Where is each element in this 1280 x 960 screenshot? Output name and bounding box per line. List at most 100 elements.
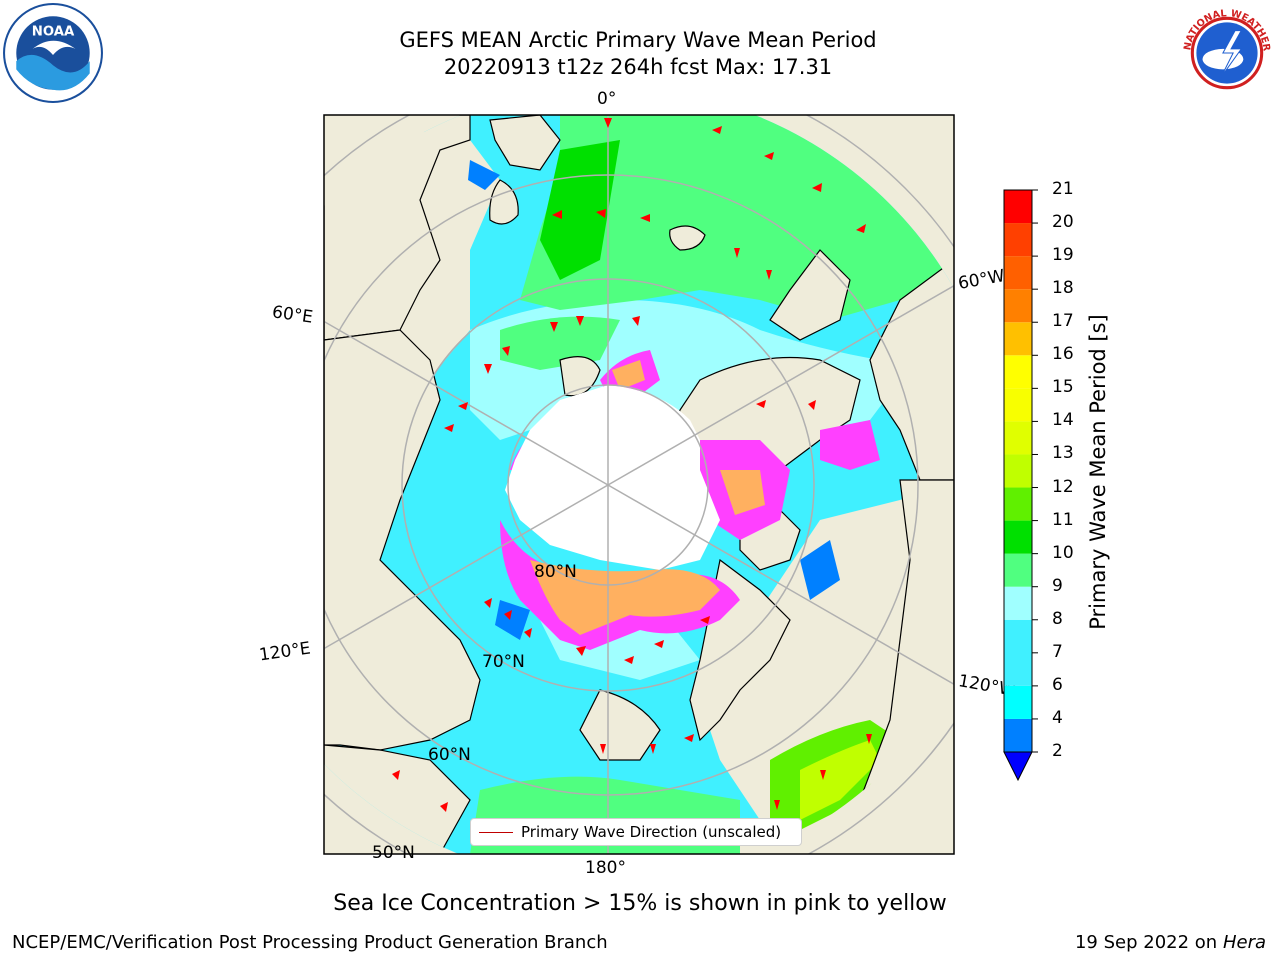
arrow <box>640 214 650 222</box>
colorbar-bin <box>1004 487 1032 521</box>
colorbar <box>1003 189 1038 782</box>
arrow <box>766 270 772 280</box>
arrow <box>756 400 766 408</box>
colorbar-tick-label: 13 <box>1052 443 1074 464</box>
sea-ice-note: Sea Ice Concentration > 15% is shown in … <box>333 891 947 916</box>
colorbar-bin <box>1004 619 1032 686</box>
colorbar-bin <box>1004 454 1032 488</box>
wave-period-field <box>324 115 954 854</box>
arrow <box>444 424 454 432</box>
colorbar-tick-label: 16 <box>1052 344 1074 365</box>
arrow <box>866 734 872 744</box>
arrow <box>808 400 816 410</box>
colorbar-tick-label: 11 <box>1052 509 1074 530</box>
region-9-10s <box>520 115 954 320</box>
arrow <box>600 744 606 754</box>
lat-label-60n: 60°N <box>428 745 471 765</box>
wave-direction-arrows <box>392 118 872 812</box>
colorbar-bin <box>1004 355 1032 389</box>
colorbar-label: Primary Wave Mean Period [s] <box>1086 314 1110 630</box>
colorbar-bin <box>1004 289 1032 323</box>
colorbar-bin <box>1004 718 1032 752</box>
svg-text:NOAA: NOAA <box>32 25 75 40</box>
arrow <box>552 210 562 219</box>
colorbar-bin <box>1004 388 1032 422</box>
arrow <box>684 734 694 742</box>
colorbar-bin <box>1004 223 1032 257</box>
colorbar-bin <box>1004 322 1032 356</box>
lon-label-180: 180° <box>585 858 626 878</box>
colorbar-tick-label: 10 <box>1052 542 1074 563</box>
colorbar-tick-label: 20 <box>1052 212 1074 233</box>
colorbar-frame <box>1003 189 1033 753</box>
arrow <box>856 224 866 233</box>
colorbar-tick-label: 12 <box>1052 476 1074 497</box>
lat-label-80n: 80°N <box>534 562 577 582</box>
forecast-info: 20220913 t12z 264h fcst Max: 17.31 <box>443 55 833 79</box>
lon-label-0: 0° <box>597 89 617 109</box>
colorbar-tick-label: 18 <box>1052 278 1074 299</box>
arrow <box>550 322 558 332</box>
arrow <box>700 616 710 624</box>
colorbar-tick-label: 15 <box>1052 377 1074 398</box>
credit-line: NCEP/EMC/Verification Post Processing Pr… <box>12 932 608 953</box>
arrow <box>458 402 468 410</box>
colorbar-tick-label: 19 <box>1052 245 1074 266</box>
arrow <box>484 598 492 608</box>
arrow <box>504 610 512 620</box>
colorbar-tick-label: 6 <box>1052 674 1063 695</box>
arrow <box>576 316 584 326</box>
legend-label: Primary Wave Direction (unscaled) <box>521 823 782 841</box>
colorbar-extend-triangle <box>1003 751 1033 782</box>
arrow <box>820 770 826 780</box>
arrow <box>484 364 492 374</box>
noaa-logo: NOAA <box>3 3 103 103</box>
map-frame <box>323 114 955 855</box>
arrow <box>764 152 774 160</box>
colorbar-tick-label: 7 <box>1052 641 1063 662</box>
host-name: Hera <box>1222 932 1266 953</box>
colorbar-bin <box>1004 421 1032 455</box>
pole-hole <box>505 385 720 570</box>
colorbar-tick-label: 4 <box>1052 707 1063 728</box>
date-stamp: 19 Sep 2022 on Hera <box>1075 932 1266 953</box>
arrow <box>502 346 510 356</box>
arrow <box>650 744 656 754</box>
arrow <box>712 126 722 134</box>
colorbar-bin <box>1004 256 1032 290</box>
colorbar-tick-label: 17 <box>1052 311 1074 332</box>
legend-line-sample <box>479 832 513 833</box>
arrow <box>654 640 664 648</box>
map-legend: Primary Wave Direction (unscaled) <box>470 818 802 846</box>
arrow <box>604 118 612 128</box>
map-title: GEFS MEAN Arctic Primary Wave Mean Perio… <box>399 28 877 52</box>
colorbar-bin <box>1004 685 1032 719</box>
date-text: 19 Sep 2022 on <box>1074 932 1218 953</box>
arrow <box>774 800 780 810</box>
arrow <box>624 656 634 664</box>
colorbar-tick-label: 8 <box>1052 608 1063 629</box>
arrow <box>524 628 532 638</box>
colorbar-tick-label: 9 <box>1052 575 1063 596</box>
colorbar-bin <box>1004 553 1032 587</box>
nws-logo: NATIONAL WEATHER SERVICE <box>1176 2 1276 102</box>
colorbar-bin <box>1004 586 1032 620</box>
arrow <box>440 802 448 812</box>
colorbar-tick-label: 2 <box>1052 741 1063 761</box>
arrow <box>392 770 400 780</box>
colorbar-bin <box>1004 520 1032 554</box>
lat-label-70n: 70°N <box>482 652 525 672</box>
arrow <box>632 316 640 326</box>
arrow <box>812 183 822 192</box>
arrow <box>734 248 740 258</box>
lat-label-50n: 50°N <box>372 843 415 863</box>
thick-ice <box>530 360 765 635</box>
arrow <box>596 209 606 218</box>
colorbar-tick-label: 21 <box>1052 179 1074 199</box>
arrow <box>576 646 586 656</box>
colorbar-bin <box>1004 190 1032 224</box>
graticule <box>324 115 954 854</box>
colorbar-tick-label: 14 <box>1052 410 1074 431</box>
land-masses <box>324 115 954 854</box>
